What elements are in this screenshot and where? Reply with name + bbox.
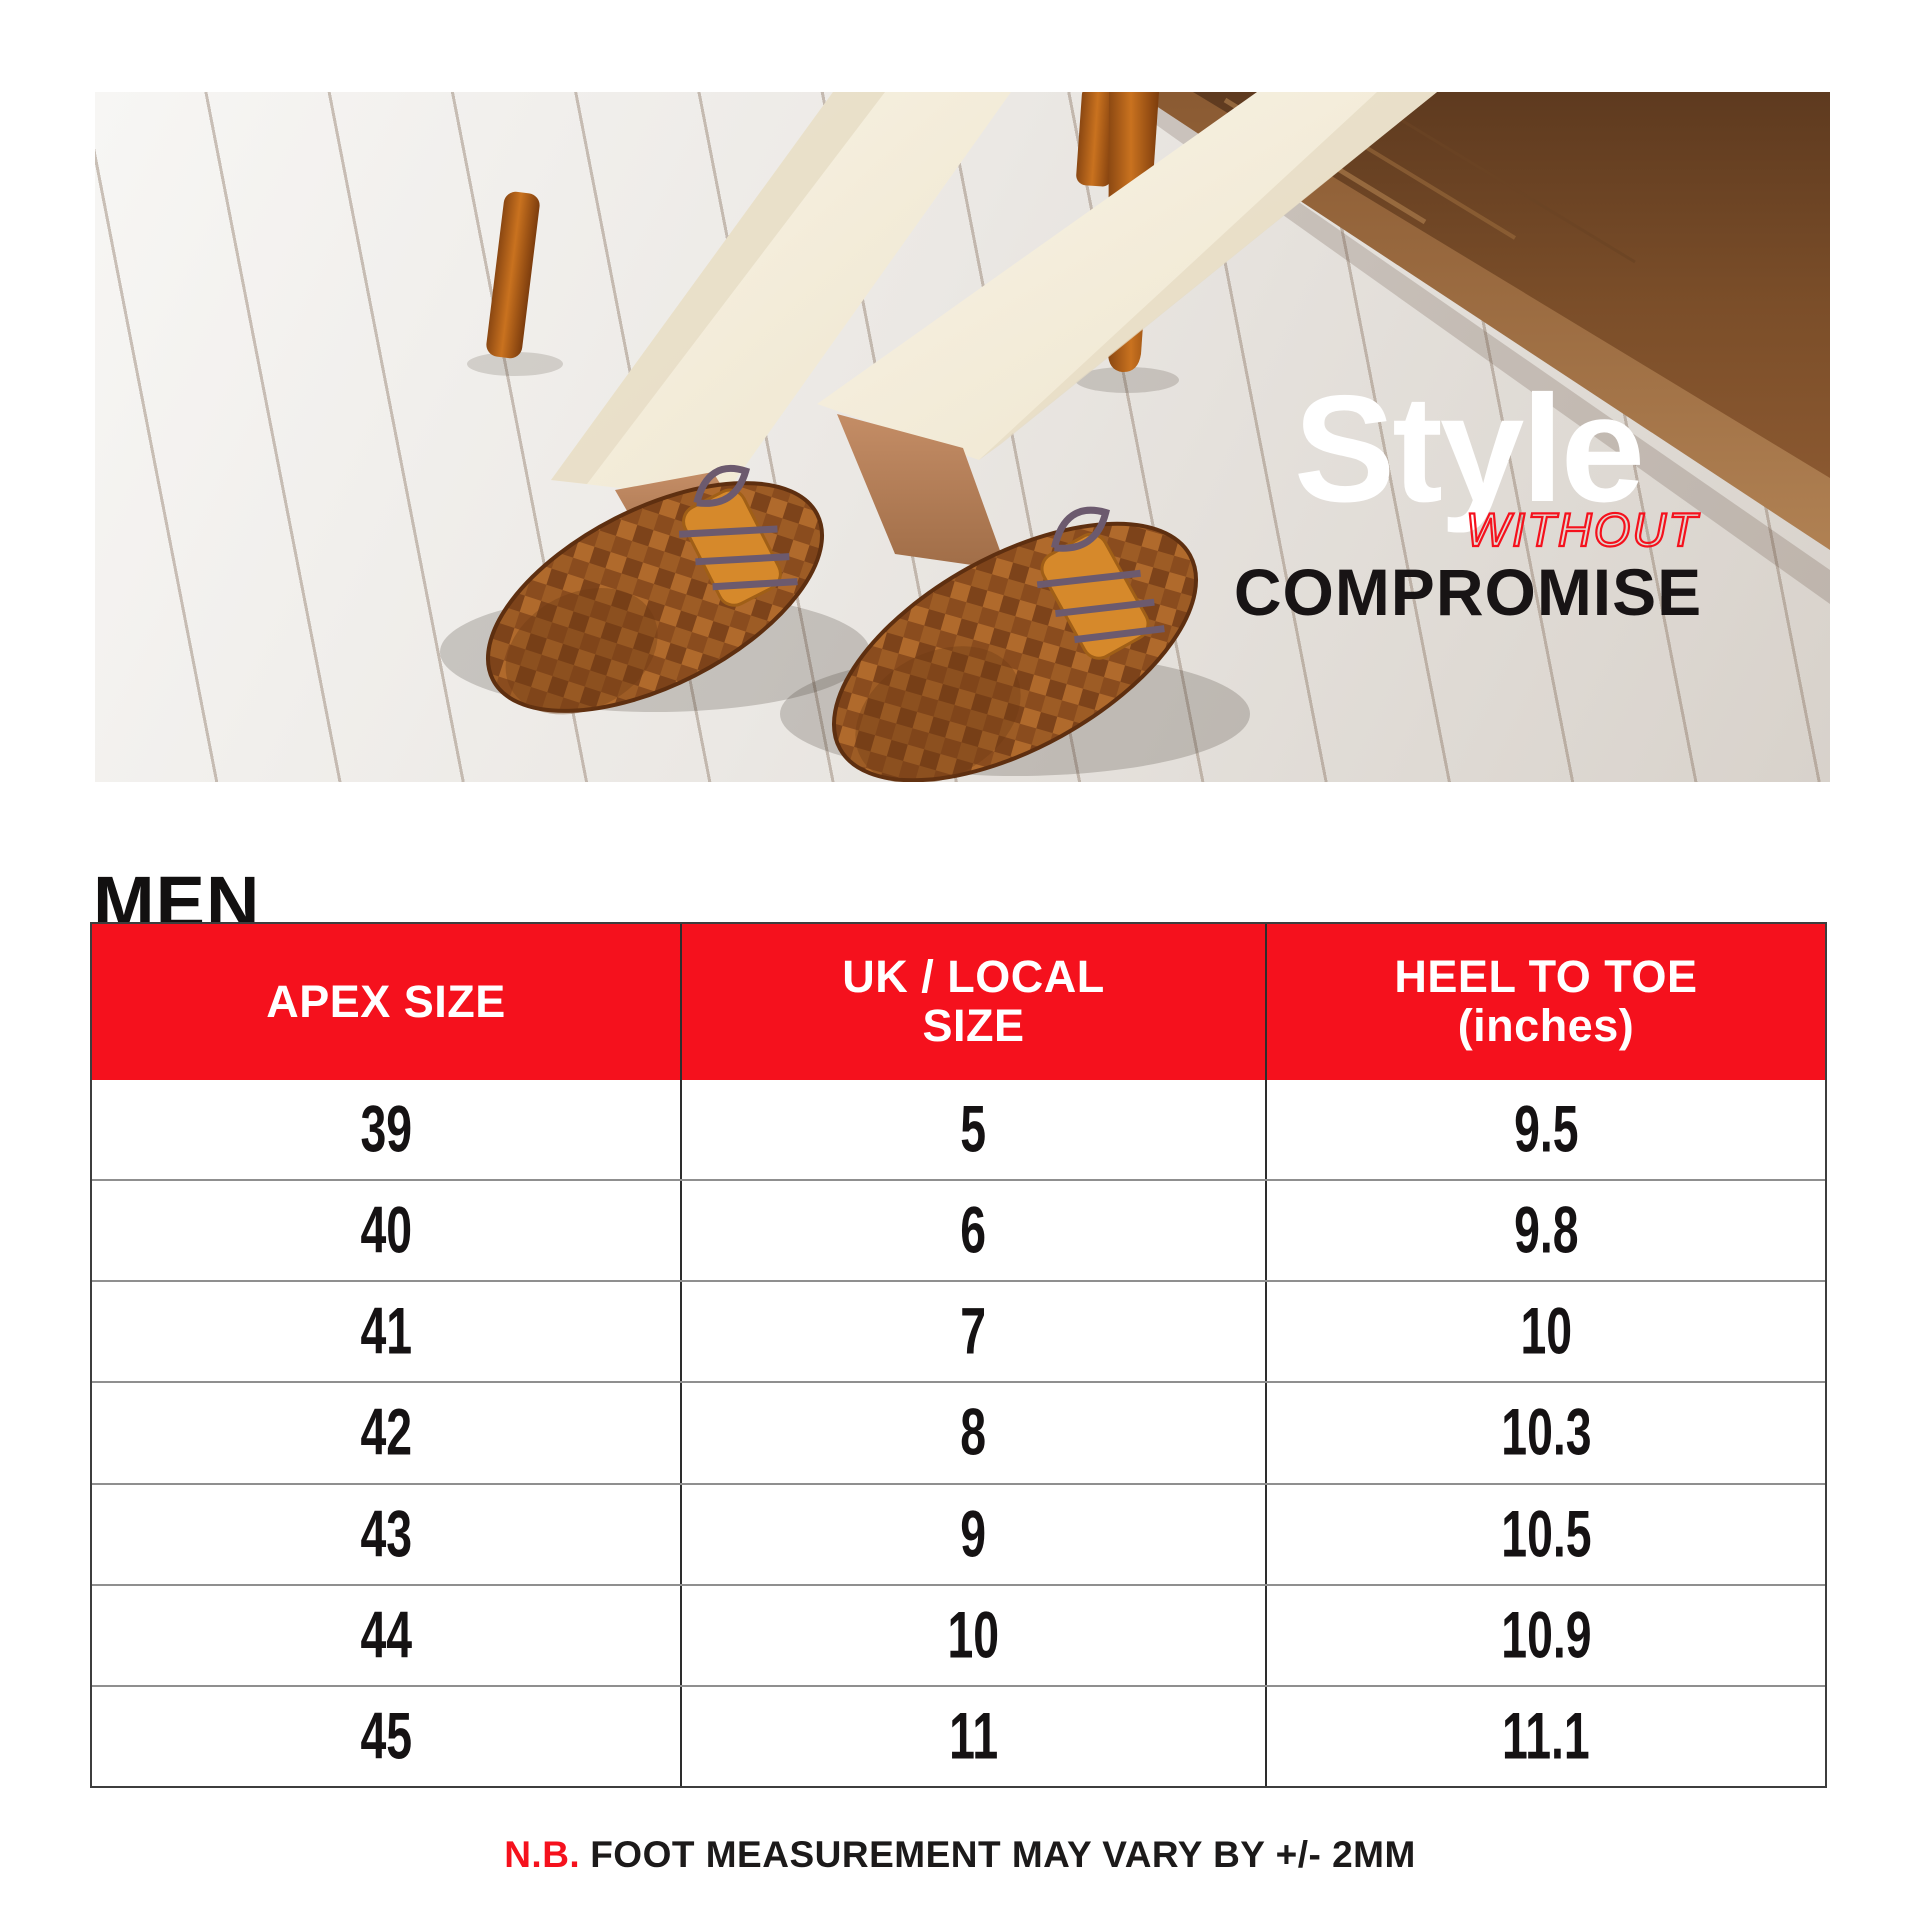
table-cell-uk-size: 8 xyxy=(682,1383,1267,1483)
table-row: 45 11 11.1 xyxy=(92,1684,1825,1786)
footnote-prefix: N.B. xyxy=(504,1834,581,1875)
size-table-header: APEX SIZE UK / LOCAL SIZE HEEL TO TOE (i… xyxy=(92,924,1825,1080)
table-row: 40 6 9.8 xyxy=(92,1179,1825,1281)
table-cell-heel-to-toe: 10.5 xyxy=(1500,1497,1592,1572)
ankle-right xyxy=(837,414,1007,570)
footnote: N.B. FOOT MEASUREMENT MAY VARY BY +/- 2MM xyxy=(0,1834,1920,1876)
table-cell-heel-to-toe: 9.5 xyxy=(1513,1092,1579,1167)
table-cell-uk-size: 11 xyxy=(682,1686,1267,1786)
headline-style: Style xyxy=(1293,364,1645,534)
table-cell-apex-size: 44 xyxy=(92,1585,683,1685)
table-row: 41 7 10 xyxy=(92,1280,1825,1382)
table-header-heel-to-toe: HEEL TO TOE (inches) xyxy=(1266,924,1825,1080)
table-cell-heel-to-toe: 9.8 xyxy=(1513,1193,1579,1268)
table-cell-uk-size: 7 xyxy=(682,1282,1267,1382)
table-row: 39 5 9.5 xyxy=(92,1080,1825,1180)
table-cell-heel-to-toe: 10.9 xyxy=(1500,1598,1592,1673)
table-cell-apex-size: 41 xyxy=(92,1282,683,1382)
table-cell-heel-to-toe: 10.3 xyxy=(1500,1395,1592,1471)
table-cell-uk-size: 5 xyxy=(682,1080,1267,1180)
cabinet-shadow xyxy=(1110,92,1830,604)
table-cell-apex-size: 40 xyxy=(92,1181,683,1281)
table-cell-uk-size: 10 xyxy=(682,1585,1267,1685)
shoe-right xyxy=(831,506,1199,782)
table-cell-heel-to-toe: 10 xyxy=(1520,1294,1572,1369)
chair-leg-back xyxy=(1076,92,1118,187)
table-cell-apex-size: 43 xyxy=(92,1484,683,1584)
trouser-left xyxy=(551,92,1011,500)
footnote-text: FOOT MEASUREMENT MAY VARY BY +/- 2MM xyxy=(590,1834,1416,1875)
table-header-uk-local-size: UK / LOCAL SIZE xyxy=(682,924,1267,1080)
table-row: 43 9 10.5 xyxy=(92,1482,1825,1584)
hero-headline: Style WITHOUT COMPROMISE xyxy=(1233,364,1703,629)
size-table-body: 39 5 9.5 40 6 9.8 41 7 10 42 8 10.3 43 9 xyxy=(92,1080,1825,1786)
size-table: APEX SIZE UK / LOCAL SIZE HEEL TO TOE (i… xyxy=(90,922,1827,1788)
table-cell-apex-size: 42 xyxy=(92,1383,683,1483)
table-cell-apex-size: 39 xyxy=(92,1080,683,1180)
shoe-left xyxy=(485,464,825,715)
table-cell-uk-size: 9 xyxy=(682,1484,1267,1584)
table-cell-apex-size: 45 xyxy=(92,1686,683,1786)
hero-photo-illustration xyxy=(440,92,1830,782)
cabinet-panel xyxy=(1193,92,1830,478)
table-cell-uk-size: 6 xyxy=(682,1181,1267,1281)
headline-compromise: COMPROMISE xyxy=(1233,554,1703,629)
chair-leg-left xyxy=(486,191,540,359)
hero-photo: Style WITHOUT COMPROMISE xyxy=(95,92,1830,782)
table-header-apex-size: APEX SIZE xyxy=(92,924,683,1080)
table-row: 44 10 10.9 xyxy=(92,1583,1825,1685)
table-cell-heel-to-toe: 11.1 xyxy=(1502,1699,1590,1774)
table-row: 42 8 10.3 xyxy=(92,1381,1825,1483)
headline-without: WITHOUT xyxy=(1465,502,1699,556)
